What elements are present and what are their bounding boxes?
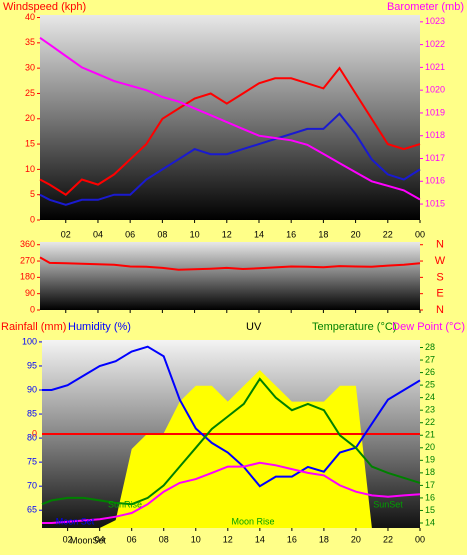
humidity-label: Humidity (%): [68, 321, 131, 333]
series-line: [41, 377, 421, 506]
x-tick-label: 14: [254, 229, 264, 239]
y2-tick-label: 1015: [425, 198, 445, 208]
y2-tick-label: N: [436, 239, 444, 251]
y-tick-label: 90: [27, 384, 37, 394]
y2-tick-label: 1018: [425, 130, 445, 140]
series-line: [39, 256, 421, 271]
y2-tick-label: 28: [425, 342, 435, 352]
y2-tick-label: 24: [425, 392, 435, 402]
annotation: SunRise: [108, 499, 142, 509]
y2-tick-label: E: [436, 288, 443, 300]
y-tick-label: 35: [25, 37, 35, 47]
y2-tick-label: 19: [425, 455, 435, 465]
y-label: Windspeed (kph): [3, 1, 86, 13]
x-tick-label: 20: [351, 229, 361, 239]
y2-tick-label: 17: [425, 480, 435, 490]
y2-tick-label: 22: [425, 417, 435, 427]
x-tick-label: 06: [127, 534, 137, 544]
y2-label: Barometer (mb): [387, 1, 464, 13]
uv-area: [42, 370, 420, 528]
panel-direction: [40, 242, 420, 310]
x-tick-label: 04: [95, 534, 105, 544]
x-tick-label: 02: [61, 229, 71, 239]
x-tick-label: 12: [223, 534, 233, 544]
x-tick-label: 18: [319, 534, 329, 544]
y2-tick-label: N: [436, 304, 444, 316]
x-tick-label: 10: [190, 229, 200, 239]
y2-tick-label: 26: [425, 367, 435, 377]
x-tick-label: 04: [93, 229, 103, 239]
rain-label: Rainfall (mm): [1, 321, 66, 333]
x-tick-label: 16: [286, 229, 296, 239]
annotation: Moon Rise: [231, 516, 274, 526]
dew-label: Dew Point (°C): [392, 321, 465, 333]
y-tick-label: 100: [22, 336, 37, 346]
y2-tick-label: 1020: [425, 85, 445, 95]
y2-tick-label: 1017: [425, 153, 445, 163]
y-tick-label: 85: [27, 408, 37, 418]
series-line: [39, 112, 421, 206]
y-tick-label: 180: [20, 272, 35, 282]
y-tick-label: 75: [27, 457, 37, 467]
y-tick-label: 270: [20, 255, 35, 265]
y2-tick-label: 27: [425, 354, 435, 364]
y2-tick-label: 21: [425, 430, 435, 440]
x-tick-label: 08: [159, 534, 169, 544]
x-tick-label: 06: [125, 229, 135, 239]
y-tick-label: 30: [25, 63, 35, 73]
y2-tick-label: 23: [425, 405, 435, 415]
annotation: MoonSet: [70, 535, 107, 545]
series-line: [39, 36, 421, 201]
x-tick-label: 10: [191, 534, 201, 544]
y-tick-label: 80: [27, 432, 37, 442]
x-tick-label: 02: [63, 534, 73, 544]
y2-tick-label: 18: [425, 467, 435, 477]
temp-label: Temperature (°C): [312, 321, 396, 333]
series-line: [42, 461, 421, 524]
x-tick-label: 08: [157, 229, 167, 239]
uv-label: UV: [246, 321, 262, 333]
annotation: Moon Set: [56, 516, 95, 526]
y-tick-label: 15: [25, 138, 35, 148]
y-tick-label: 90: [25, 288, 35, 298]
x-tick-label: 16: [287, 534, 297, 544]
y2-tick-label: 1023: [425, 16, 445, 26]
y2-tick-label: S: [436, 271, 443, 283]
y2-tick-label: 1022: [425, 39, 445, 49]
y2-tick-label: 1019: [425, 107, 445, 117]
y-tick-label: 10: [25, 164, 35, 174]
x-tick-label: 14: [255, 534, 265, 544]
x-tick-label: 00: [415, 229, 425, 239]
y2-tick-label: 15: [425, 505, 435, 515]
y-tick-label: 0: [30, 214, 35, 224]
y-tick-label: 360: [20, 239, 35, 249]
y2-tick-label: 20: [425, 442, 435, 452]
x-tick-label: 18: [318, 229, 328, 239]
y-tick-label: 5: [30, 189, 35, 199]
y2-tick-label: 14: [425, 517, 435, 527]
annotation: SunSet: [373, 499, 403, 509]
x-tick-label: 22: [383, 534, 393, 544]
y2-tick-label: 16: [425, 492, 435, 502]
x-tick-label: 20: [351, 534, 361, 544]
y-tick-label: 20: [25, 113, 35, 123]
y2-tick-label: W: [435, 255, 446, 267]
y2-tick-label: 1021: [425, 62, 445, 72]
y-tick-label: 40: [25, 12, 35, 22]
x-tick-label: 00: [415, 534, 425, 544]
y2-tick-label: 1016: [425, 176, 445, 186]
x-tick-label: 22: [383, 229, 393, 239]
y-tick-label: 70: [27, 481, 37, 491]
y-tick-label: 65: [27, 505, 37, 515]
y-tick-label: 25: [25, 88, 35, 98]
y-tick-label: 95: [27, 360, 37, 370]
x-tick-label: 12: [222, 229, 232, 239]
series-line: [39, 66, 421, 196]
panel-wind: [40, 15, 420, 220]
rain-tick-label: 0: [32, 428, 37, 438]
y2-tick-label: 25: [425, 379, 435, 389]
y-tick-label: 0: [30, 304, 35, 314]
